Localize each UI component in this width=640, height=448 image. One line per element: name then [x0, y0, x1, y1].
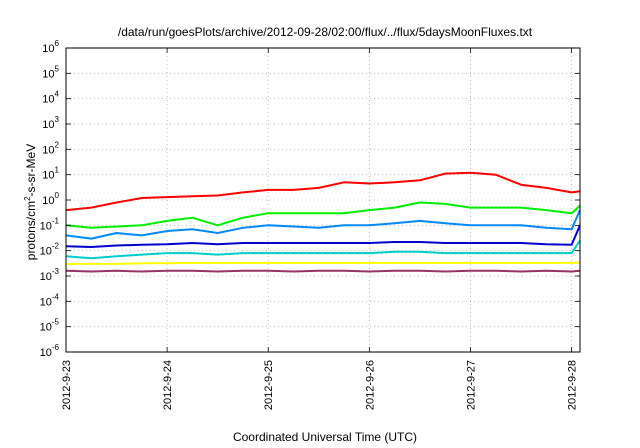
- y-tick-label: 103: [42, 115, 59, 131]
- series-line-7: [65, 269, 581, 273]
- y-tick-label: 100: [42, 191, 59, 207]
- series-line-2: [65, 201, 581, 229]
- x-axis-title: Coordinated Universal Time (UTC): [233, 430, 417, 444]
- y-tick-label: 10-2: [40, 242, 60, 258]
- y-tick-label: 102: [42, 140, 59, 156]
- y-tick-label: 106: [42, 39, 59, 55]
- y-tick-label: 10-1: [40, 216, 60, 232]
- series-line-6: [66, 261, 581, 265]
- y-tick-label: 10-6: [40, 343, 60, 359]
- x-tick-label: 2012-9-27: [465, 360, 477, 410]
- series-line-3: [65, 209, 581, 240]
- series-line-1: [65, 171, 581, 212]
- x-tick-label: 2012-9-28: [567, 360, 579, 410]
- x-tick-label: 2012-9-25: [263, 360, 275, 410]
- y-axis-title: protons/cm2-s-sr-MeV: [23, 144, 38, 260]
- y-tick-label: 105: [42, 64, 59, 80]
- y-tick-label: 104: [42, 90, 59, 106]
- chart-title: /data/run/goesPlots/archive/2012-09-28/0…: [118, 25, 533, 39]
- x-tick-label: 2012-9-26: [364, 360, 376, 410]
- x-tick-label: 2012-9-23: [61, 360, 73, 410]
- series-line-4: [65, 224, 581, 248]
- plot-frame: [65, 47, 581, 353]
- y-tick-label: 10-3: [40, 267, 60, 283]
- y-tick-label: 10-5: [40, 318, 60, 334]
- y-tick-label: 10-4: [40, 292, 60, 308]
- x-tick-label: 2012-9-24: [162, 360, 174, 410]
- series-line-5: [65, 240, 581, 260]
- y-tick-label: 101: [42, 166, 59, 182]
- svg-text:protons/cm2-s-sr-MeV: protons/cm2-s-sr-MeV: [23, 144, 38, 260]
